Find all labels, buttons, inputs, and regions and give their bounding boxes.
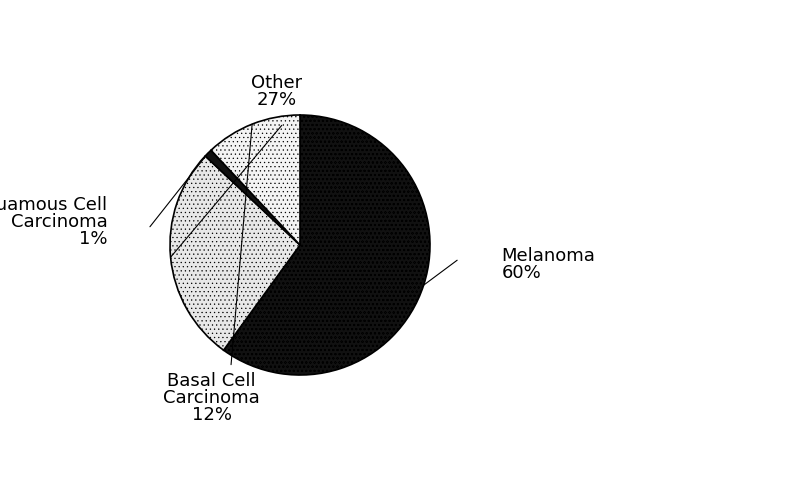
- Wedge shape: [223, 115, 430, 375]
- Wedge shape: [170, 156, 300, 350]
- Text: Other: Other: [251, 74, 302, 92]
- Text: Carcinoma: Carcinoma: [163, 390, 260, 407]
- Text: Basal Cell: Basal Cell: [167, 372, 256, 391]
- Text: 60%: 60%: [502, 264, 542, 282]
- Wedge shape: [211, 115, 300, 245]
- Text: 12%: 12%: [192, 406, 232, 424]
- Text: Carcinoma: Carcinoma: [11, 213, 107, 231]
- Text: Melanoma: Melanoma: [502, 247, 595, 265]
- Text: 27%: 27%: [257, 91, 297, 109]
- Text: 1%: 1%: [79, 229, 107, 247]
- Text: Squamous Cell: Squamous Cell: [0, 196, 107, 214]
- Wedge shape: [206, 150, 300, 245]
